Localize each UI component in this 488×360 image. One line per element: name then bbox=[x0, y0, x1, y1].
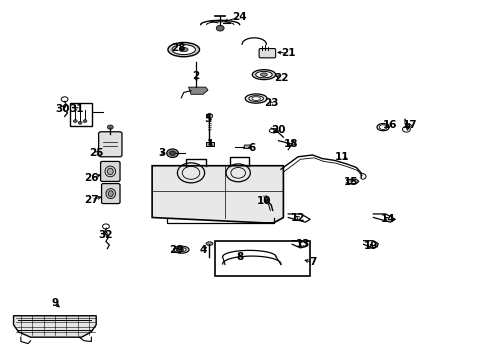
Text: 10: 10 bbox=[256, 197, 271, 206]
Text: 28: 28 bbox=[171, 43, 186, 53]
Circle shape bbox=[73, 120, 77, 122]
Text: 16: 16 bbox=[382, 120, 397, 130]
FancyBboxPatch shape bbox=[102, 184, 120, 203]
Circle shape bbox=[169, 151, 175, 156]
Text: 19: 19 bbox=[363, 241, 377, 251]
Text: 26: 26 bbox=[84, 173, 99, 183]
Circle shape bbox=[83, 120, 87, 122]
Ellipse shape bbox=[179, 48, 188, 52]
Polygon shape bbox=[243, 145, 250, 149]
Ellipse shape bbox=[172, 45, 195, 55]
Text: 30: 30 bbox=[55, 104, 69, 113]
Ellipse shape bbox=[176, 248, 186, 252]
Ellipse shape bbox=[167, 42, 199, 57]
Text: 29: 29 bbox=[169, 245, 183, 255]
Text: 1: 1 bbox=[206, 139, 214, 149]
Polygon shape bbox=[14, 316, 96, 337]
Text: 18: 18 bbox=[283, 139, 297, 149]
Circle shape bbox=[166, 149, 178, 157]
Text: 14: 14 bbox=[380, 214, 394, 224]
Text: 2: 2 bbox=[192, 71, 199, 81]
Text: 27: 27 bbox=[84, 195, 99, 204]
Text: 15: 15 bbox=[344, 177, 358, 187]
Text: 21: 21 bbox=[281, 48, 295, 58]
Polygon shape bbox=[152, 166, 283, 223]
Circle shape bbox=[107, 125, 113, 129]
Text: 20: 20 bbox=[271, 125, 285, 135]
Text: 11: 11 bbox=[334, 152, 348, 162]
Circle shape bbox=[216, 25, 224, 31]
Text: 23: 23 bbox=[264, 98, 278, 108]
Polygon shape bbox=[188, 87, 207, 94]
Ellipse shape bbox=[107, 168, 113, 175]
Ellipse shape bbox=[244, 94, 266, 103]
Ellipse shape bbox=[205, 242, 212, 246]
FancyBboxPatch shape bbox=[101, 161, 120, 181]
Text: 9: 9 bbox=[51, 298, 59, 308]
Polygon shape bbox=[206, 113, 212, 118]
Text: 32: 32 bbox=[99, 230, 113, 240]
Ellipse shape bbox=[106, 189, 116, 199]
Text: 7: 7 bbox=[308, 257, 316, 267]
Bar bbox=[215, 241, 309, 276]
Circle shape bbox=[179, 248, 183, 251]
Text: 12: 12 bbox=[290, 212, 305, 222]
Ellipse shape bbox=[108, 191, 113, 197]
Text: 6: 6 bbox=[248, 143, 255, 153]
Text: 8: 8 bbox=[236, 252, 243, 262]
Bar bbox=[205, 142, 214, 146]
Text: 3: 3 bbox=[158, 148, 165, 158]
Text: 22: 22 bbox=[273, 73, 287, 83]
Text: 24: 24 bbox=[232, 13, 246, 22]
FancyBboxPatch shape bbox=[259, 49, 275, 58]
Ellipse shape bbox=[105, 166, 116, 177]
Circle shape bbox=[78, 121, 82, 124]
Text: 13: 13 bbox=[295, 239, 309, 249]
Text: 4: 4 bbox=[199, 245, 206, 255]
FancyBboxPatch shape bbox=[99, 132, 122, 157]
Ellipse shape bbox=[173, 246, 189, 253]
Ellipse shape bbox=[248, 96, 263, 102]
Text: 5: 5 bbox=[204, 114, 211, 124]
Bar bbox=[70, 103, 92, 126]
Text: 25: 25 bbox=[89, 148, 103, 158]
Text: 17: 17 bbox=[402, 120, 416, 130]
Ellipse shape bbox=[255, 71, 272, 78]
Ellipse shape bbox=[252, 69, 275, 80]
Ellipse shape bbox=[260, 73, 267, 76]
Text: 31: 31 bbox=[69, 104, 84, 113]
